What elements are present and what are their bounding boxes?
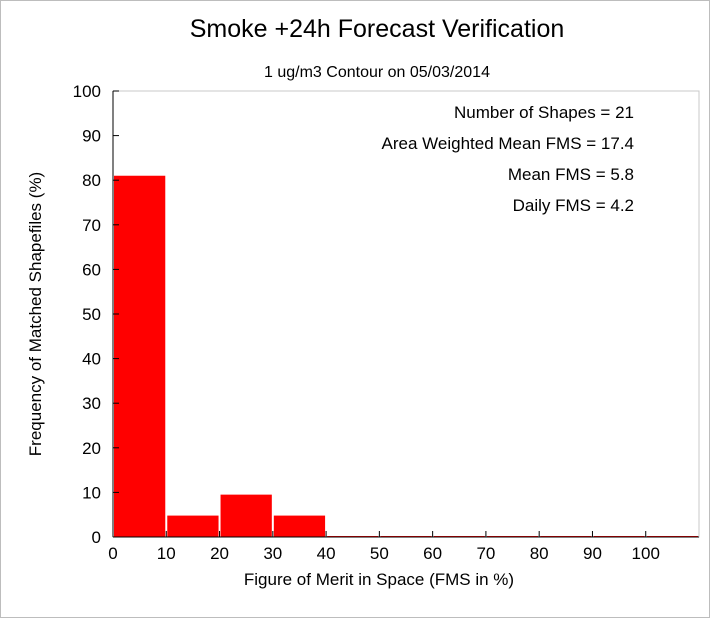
stats-annotation-group: Number of Shapes = 21 Area Weighted Mean … xyxy=(382,103,634,215)
x-tick-label: 10 xyxy=(157,544,176,563)
x-tick-group: 0 10 20 30 40 50 60 70 80 90 100 xyxy=(108,531,660,563)
histogram-bar xyxy=(273,515,326,537)
chart-title: Smoke +24h Forecast Verification xyxy=(190,15,565,43)
x-tick-label: 40 xyxy=(317,544,336,563)
y-tick-label: 70 xyxy=(82,216,101,235)
y-tick-label: 20 xyxy=(82,439,101,458)
y-tick-label: 10 xyxy=(82,483,101,502)
y-tick-group: 0 10 20 30 40 50 60 70 80 90 100 xyxy=(73,82,119,547)
stats-annotation: Mean FMS = 5.8 xyxy=(508,165,634,184)
stats-annotation: Daily FMS = 4.2 xyxy=(513,196,634,215)
x-tick-label: 0 xyxy=(108,544,117,563)
histogram-bar xyxy=(167,515,219,537)
y-tick-label: 0 xyxy=(92,528,101,547)
y-tick-label: 40 xyxy=(82,350,101,369)
y-tick-label: 60 xyxy=(82,260,101,279)
stats-annotation: Number of Shapes = 21 xyxy=(454,103,634,122)
x-tick-label: 50 xyxy=(370,544,389,563)
y-tick-label: 30 xyxy=(82,394,101,413)
y-tick-label: 90 xyxy=(82,127,101,146)
x-tick-label: 20 xyxy=(210,544,229,563)
x-tick-label: 60 xyxy=(423,544,442,563)
bar-group xyxy=(114,175,698,538)
chart-subtitle: 1 ug/m3 Contour on 05/03/2014 xyxy=(264,64,490,81)
y-tick-label: 80 xyxy=(82,171,101,190)
y-tick-label: 100 xyxy=(73,82,101,101)
plot-area-border xyxy=(112,90,700,538)
stats-annotation: Area Weighted Mean FMS = 17.4 xyxy=(382,134,634,153)
x-tick-label: 100 xyxy=(632,544,660,563)
x-tick-label: 90 xyxy=(583,544,602,563)
x-tick-label: 30 xyxy=(263,544,282,563)
histogram-bar xyxy=(114,175,166,538)
x-tick-label: 80 xyxy=(530,544,549,563)
y-tick-label: 50 xyxy=(82,305,101,324)
y-axis-label: Frequency of Matched Shapefiles (%) xyxy=(26,172,45,456)
x-tick-label: 70 xyxy=(476,544,495,563)
histogram-bar xyxy=(220,494,272,537)
x-axis-label: Figure of Merit in Space (FMS in %) xyxy=(244,570,514,589)
